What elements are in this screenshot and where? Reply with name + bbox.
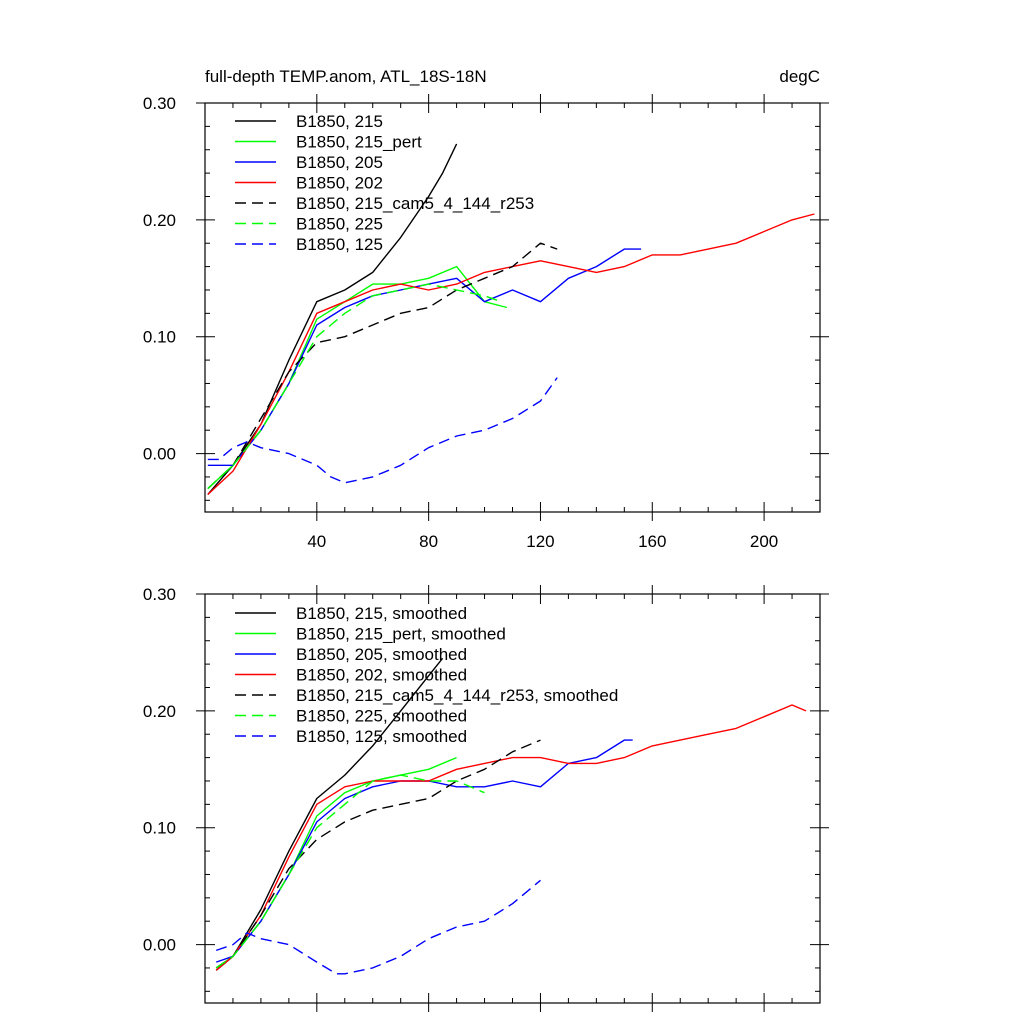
series-line-7 — [207, 377, 558, 484]
chart-panel-2: 0.00 0.10 0.20 0.30 B1850, 215, smoothed B185… — [143, 585, 829, 1012]
x-tick-label: 200 — [750, 532, 778, 551]
series-line-7 — [215, 879, 541, 975]
chart-title: full-depth TEMP.anom, ATL_18S-18N — [205, 67, 487, 86]
y-tick-label: 0.20 — [143, 702, 176, 721]
legend-label: B1850, 205, smoothed — [296, 645, 467, 664]
legend-label: B1850, 125, smoothed — [296, 727, 467, 746]
x-tick-label: 40 — [307, 532, 326, 551]
legend-label: B1850, 202 — [296, 174, 383, 193]
y-tick-label: 0.00 — [143, 445, 176, 464]
x-tick-label: 80 — [419, 532, 438, 551]
legend-label: B1850, 215, smoothed — [296, 604, 467, 623]
legend-label: B1850, 125 — [296, 235, 383, 254]
series-line-4 — [207, 213, 815, 496]
x-tick-label: 160 — [638, 532, 666, 551]
legend-label: B1850, 215_pert, smoothed — [296, 625, 506, 644]
series-line-3 — [215, 739, 633, 963]
y-tick-label: 0.30 — [143, 585, 176, 604]
legend-label: B1850, 215_pert — [296, 133, 422, 152]
legend-label: B1850, 202, smoothed — [296, 666, 467, 685]
legend-label: B1850, 215_cam5_4_144_r253 — [296, 194, 534, 213]
legend-label: B1850, 225, smoothed — [296, 707, 467, 726]
y-tick-label: 0.10 — [143, 328, 176, 347]
series-line-6 — [215, 774, 485, 969]
legend-label: B1850, 215 — [296, 112, 383, 131]
legend-label: B1850, 225 — [296, 215, 383, 234]
series-line-1 — [215, 657, 444, 971]
y-tick-label: 0.00 — [143, 936, 176, 955]
series-line-1 — [207, 143, 458, 495]
series-line-4 — [215, 704, 807, 971]
series-line-5 — [207, 242, 558, 490]
series-line-5 — [215, 739, 541, 969]
chart-panel-1: 40 80 120 160 200 0.00 0.10 0.20 0.30 B1850, 215 B… — [143, 94, 829, 551]
y-tick-label: 0.30 — [143, 94, 176, 113]
series-line-2 — [207, 265, 508, 490]
y-tick-label: 0.20 — [143, 211, 176, 230]
series-line-6 — [207, 283, 502, 490]
series-line-2 — [215, 756, 457, 969]
chart-units: degC — [779, 67, 820, 86]
x-tick-label: 120 — [526, 532, 554, 551]
legend-label: B1850, 205 — [296, 153, 383, 172]
series-line-3 — [207, 248, 642, 466]
legend-label: B1850, 215_cam5_4_144_r253, smoothed — [296, 686, 618, 705]
y-tick-label: 0.10 — [143, 819, 176, 838]
